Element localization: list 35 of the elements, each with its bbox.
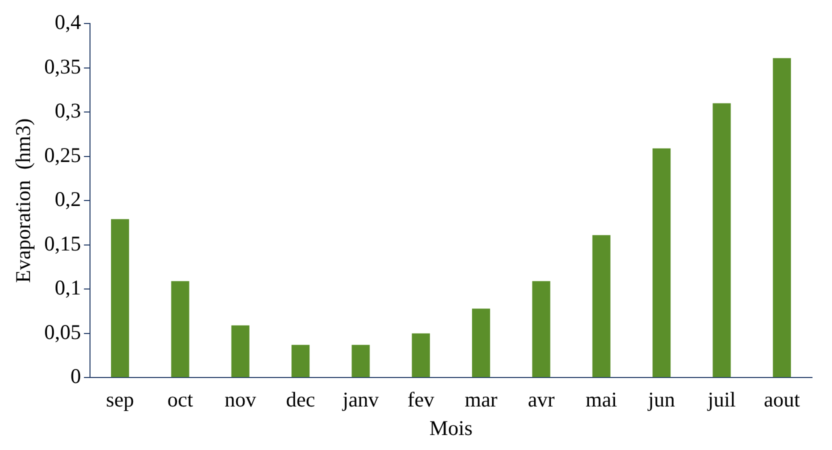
bar [231, 325, 250, 378]
bar [652, 148, 671, 378]
y-tick-label: 0,3 [54, 98, 81, 123]
y-tick-label: 0,05 [44, 320, 81, 344]
bar [171, 281, 190, 378]
y-tick-label: 0,1 [54, 276, 81, 300]
x-tick-label: sep [106, 388, 134, 412]
bar [712, 103, 731, 378]
bar [592, 235, 610, 378]
y-axis-title: Evaporation (hm3) [11, 118, 36, 283]
y-tick-label: 0,4 [54, 10, 82, 34]
x-tick-label: aout [764, 388, 800, 412]
y-tick-label: 0 [70, 364, 81, 388]
x-tick-label: dec [286, 388, 316, 412]
y-tick-label: 0,35 [44, 54, 81, 78]
bar [532, 281, 550, 378]
x-tick-label: avr [528, 388, 555, 412]
bar [772, 58, 791, 378]
x-tick-label: juil [706, 388, 736, 412]
x-tick-label: fev [407, 388, 435, 412]
x-tick-label: mai [586, 388, 618, 412]
bar [111, 219, 130, 378]
y-tick-label: 0,25 [44, 142, 81, 167]
bar [292, 344, 310, 378]
x-tick-label: oct [167, 388, 194, 412]
x-axis-title: Mois [429, 416, 473, 440]
x-tick-label: nov [224, 388, 257, 412]
x-tick-label: jun [647, 388, 676, 412]
x-tick-label: mar [464, 388, 498, 412]
bar [472, 308, 490, 378]
y-tick-label: 0,15 [44, 231, 81, 256]
bar [352, 344, 370, 378]
bar [412, 333, 430, 378]
x-tick-label: janv [342, 388, 380, 412]
y-tick-label: 0,2 [54, 187, 81, 212]
